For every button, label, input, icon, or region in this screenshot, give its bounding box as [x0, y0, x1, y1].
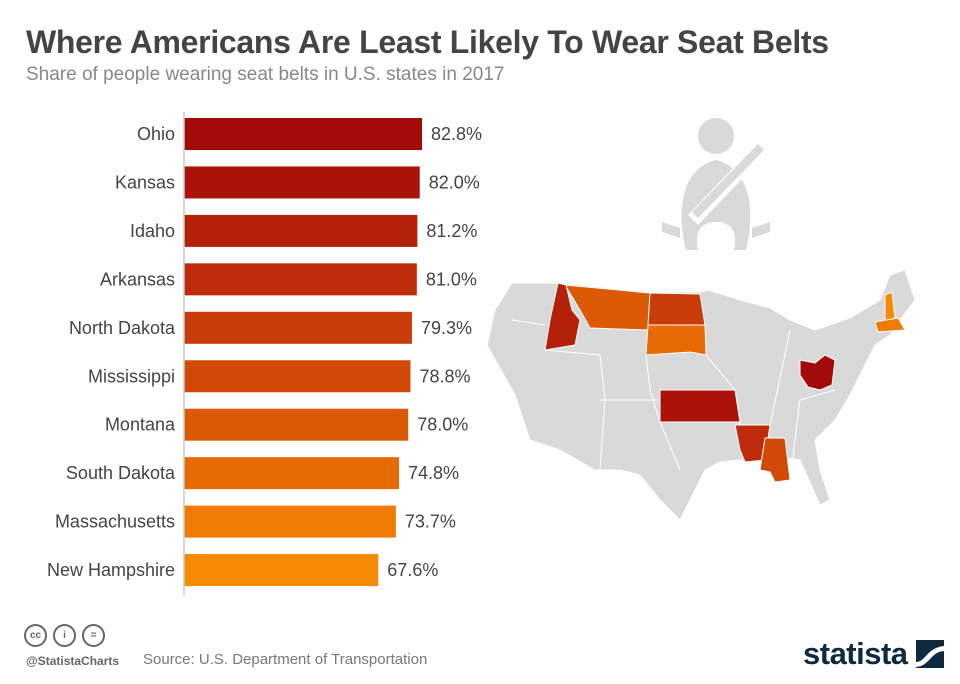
- state-idaho: [544, 282, 581, 351]
- category-label: Montana: [105, 415, 176, 435]
- license-icons: cc i =: [24, 624, 105, 647]
- value-label: 81.0%: [426, 269, 477, 289]
- state-north-dakota: [647, 292, 706, 326]
- value-label: 73.7%: [405, 512, 456, 532]
- bar: [184, 457, 400, 490]
- statista-logo[interactable]: statista: [803, 636, 944, 672]
- value-label: 78.8%: [420, 366, 471, 386]
- value-label: 81.2%: [426, 221, 477, 241]
- state-mississippi: [759, 437, 791, 483]
- cc-icon: cc: [24, 624, 47, 647]
- value-label: 74.8%: [408, 463, 459, 483]
- statista-logo-mark-icon: [915, 640, 944, 668]
- category-label: North Dakota: [69, 318, 176, 338]
- category-label: Mississippi: [88, 366, 175, 386]
- value-label: 82.0%: [429, 172, 480, 192]
- attribution-icon: i: [53, 624, 76, 647]
- category-label: New Hampshire: [47, 560, 175, 580]
- bar: [184, 166, 420, 199]
- statista-logo-text: statista: [803, 636, 908, 671]
- bar: [184, 554, 379, 587]
- bar: [184, 360, 411, 393]
- state-new-hampshire: [884, 291, 896, 323]
- category-label: Arkansas: [100, 269, 175, 289]
- value-label: 79.3%: [421, 318, 472, 338]
- value-label: 78.0%: [417, 415, 468, 435]
- state-montana: [564, 284, 651, 331]
- state-massachusetts: [874, 317, 906, 333]
- twitter-handle[interactable]: @StatistaCharts: [26, 654, 120, 668]
- value-label: 67.6%: [387, 560, 438, 580]
- bar: [184, 263, 417, 296]
- source-note: Source: U.S. Department of Transportatio…: [143, 651, 428, 668]
- chart-subtitle: Share of people wearing seat belts in U.…: [26, 64, 505, 85]
- bar: [184, 408, 409, 441]
- seat-belt-icon: [662, 118, 770, 250]
- category-label: South Dakota: [66, 463, 176, 483]
- state-kansas: [659, 389, 741, 423]
- category-label: Kansas: [115, 172, 175, 192]
- bar: [184, 311, 412, 344]
- us-map: [486, 269, 916, 521]
- category-label: Ohio: [137, 124, 175, 144]
- state-arkansas: [734, 424, 771, 463]
- state-south-dakota: [645, 324, 707, 356]
- no-derivatives-icon: =: [82, 624, 105, 647]
- state-ohio: [799, 354, 836, 391]
- category-label: Massachusetts: [55, 512, 175, 532]
- value-label: 82.8%: [431, 124, 482, 144]
- chart-title: Where Americans Are Least Likely To Wear…: [26, 24, 829, 60]
- bar: [184, 118, 422, 150]
- category-label: Idaho: [130, 221, 175, 241]
- bar: [184, 505, 396, 538]
- bar: [184, 214, 418, 247]
